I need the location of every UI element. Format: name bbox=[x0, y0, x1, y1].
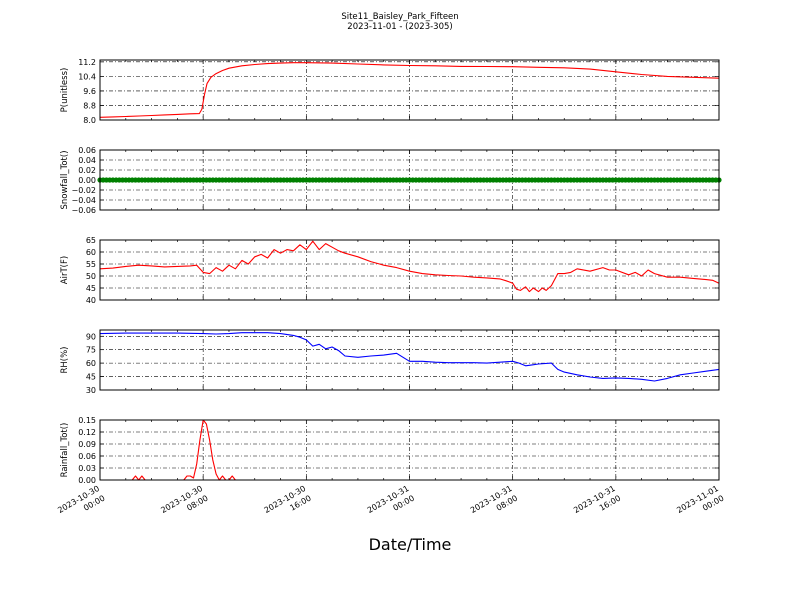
y-tick-label: 60 bbox=[86, 359, 96, 368]
axes-frame bbox=[99, 239, 720, 301]
series-line bbox=[99, 62, 720, 118]
panel-3: 40 45 50 55 60 65 AirT(F) bbox=[60, 236, 720, 305]
panel-4: 30 45 60 75 90 RH(%) bbox=[60, 329, 720, 395]
y-tick-label: 8.8 bbox=[83, 101, 96, 110]
y-tick-label: 75 bbox=[86, 346, 96, 355]
y-tick-label: −0.04 bbox=[71, 196, 96, 205]
y-tick-label: 55 bbox=[86, 260, 96, 269]
y-tick-label: 45 bbox=[86, 373, 96, 382]
axes-frame bbox=[99, 59, 720, 121]
y-tick-label: 9.6 bbox=[83, 87, 96, 96]
chart-title: Site11_Baisley_Park_Fifteen bbox=[341, 12, 458, 22]
y-tick-label: −0.02 bbox=[71, 186, 96, 195]
y-tick-label: −0.06 bbox=[71, 206, 96, 215]
y-tick-label: 0.02 bbox=[78, 166, 96, 175]
panels: 8.0 8.8 9.6 10.4 11.2 P(unitless) −0.06−0.04−0… bbox=[60, 58, 722, 485]
y-axis-label: Rainfall_Tot() bbox=[60, 423, 70, 478]
y-tick-label: 0.06 bbox=[78, 146, 96, 155]
panel-1: 8.0 8.8 9.6 10.4 11.2 P(unitless) bbox=[60, 58, 720, 125]
y-axis-label: AirT(F) bbox=[60, 256, 70, 284]
y-tick-label: 0.00 bbox=[78, 176, 96, 185]
y-tick-label: 60 bbox=[86, 248, 96, 257]
panel-2: −0.06−0.04−0.020.000.020.040.06 Snowfall_… bbox=[60, 146, 722, 215]
y-tick-label: 8.0 bbox=[83, 116, 96, 125]
y-tick-label: 45 bbox=[86, 284, 96, 293]
y-axis-label: RH(%) bbox=[60, 346, 70, 373]
y-tick-label: 50 bbox=[86, 272, 96, 281]
y-tick-label: 0.04 bbox=[78, 156, 96, 165]
axes-frame bbox=[99, 419, 720, 481]
x-axis-label: Date/Time bbox=[369, 535, 452, 554]
y-tick-label: 0.12 bbox=[78, 428, 96, 437]
y-tick-label: 65 bbox=[86, 236, 96, 245]
y-tick-label: 0.06 bbox=[78, 452, 96, 461]
y-tick-label: 11.2 bbox=[78, 58, 96, 67]
y-axis-label: P(unitless) bbox=[60, 68, 70, 113]
axes-frame bbox=[99, 329, 720, 391]
y-tick-label: 0.00 bbox=[78, 476, 96, 485]
series-line bbox=[99, 332, 720, 382]
y-tick-label: 0.03 bbox=[78, 464, 96, 473]
y-tick-label: 0.09 bbox=[78, 440, 96, 449]
y-tick-label: 90 bbox=[86, 332, 96, 341]
panel-5: 0.00 0.03 0.06 0.09 0.12 0.15 Rainfall_Tot() bbox=[60, 416, 720, 485]
axes-frame bbox=[99, 149, 720, 211]
y-tick-label: 40 bbox=[86, 296, 96, 305]
snowfall-markers bbox=[97, 177, 722, 183]
y-axis-label: Snowfall_Tot() bbox=[60, 150, 70, 209]
y-tick-label: 30 bbox=[86, 386, 96, 395]
y-tick-label: 0.15 bbox=[78, 416, 96, 425]
y-tick-label: 10.4 bbox=[78, 72, 96, 81]
series-line bbox=[99, 240, 720, 293]
chart-subtitle: 2023-11-01 - (2023-305) bbox=[347, 22, 452, 32]
